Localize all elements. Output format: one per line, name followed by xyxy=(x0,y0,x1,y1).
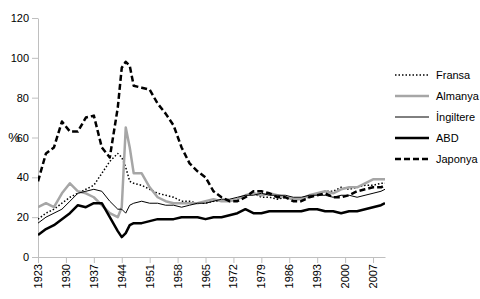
legend-item: Fransa xyxy=(395,69,471,81)
x-tick: 1944 xyxy=(116,257,128,288)
y-tick: 120 xyxy=(11,12,38,24)
y-tick-mark xyxy=(32,257,38,258)
x-tick: 1993 xyxy=(311,257,323,288)
x-tick: 1965 xyxy=(200,257,212,288)
y-tick-label: 120 xyxy=(11,12,29,24)
x-tick-mark xyxy=(261,257,262,263)
x-tick-label: 2007 xyxy=(367,264,379,288)
x-tick-label: 1944 xyxy=(116,264,128,288)
x-tick: 1958 xyxy=(172,257,184,288)
y-tick: 100 xyxy=(11,52,38,64)
y-tick-label: 100 xyxy=(11,52,29,64)
x-tick-label: 1958 xyxy=(172,264,184,288)
plot-area: 0204060801001201923193019371944195119581… xyxy=(11,12,386,288)
x-tick-label: 1951 xyxy=(144,264,156,288)
y-tick: 80 xyxy=(17,92,38,104)
legend-swatch xyxy=(395,117,429,118)
x-tick: 1951 xyxy=(144,257,156,288)
y-tick-label: 40 xyxy=(17,171,29,183)
x-tick-label: 1923 xyxy=(32,264,44,288)
x-tick-label: 2000 xyxy=(339,264,351,288)
y-tick-mark xyxy=(32,177,38,178)
y-axis-line xyxy=(38,19,39,258)
x-tick: 1972 xyxy=(227,257,239,288)
x-tick-label: 1986 xyxy=(283,264,295,288)
x-tick: 1986 xyxy=(283,257,295,288)
x-tick-mark xyxy=(289,257,290,263)
y-tick: 40 xyxy=(17,171,38,183)
x-tick-mark xyxy=(66,257,67,263)
x-tick-mark xyxy=(373,257,374,263)
legend-swatch xyxy=(395,137,429,140)
x-tick-label: 1965 xyxy=(200,264,212,288)
legend: Fransa Almanya İngiltere ABD Japonya xyxy=(395,69,480,165)
y-tick-mark xyxy=(32,138,38,139)
x-tick-label: 1937 xyxy=(88,264,100,288)
x-tick-mark xyxy=(317,257,318,263)
legend-label: Japonya xyxy=(436,153,478,165)
legend-label: Almanya xyxy=(436,90,480,102)
x-axis-line xyxy=(39,257,386,258)
y-tick-mark xyxy=(32,217,38,218)
x-tick: 1937 xyxy=(88,257,100,288)
x-tick-label: 1972 xyxy=(227,264,239,288)
x-tick-label: 1993 xyxy=(311,264,323,288)
x-tick-mark xyxy=(38,257,39,263)
x-tick: 2007 xyxy=(367,257,379,288)
y-tick: 0 xyxy=(23,251,38,263)
x-tick-mark xyxy=(94,257,95,263)
y-tick-mark xyxy=(32,98,38,99)
legend-item: Japonya xyxy=(395,153,478,165)
legend-item: Almanya xyxy=(395,90,480,102)
y-axis-title: % xyxy=(8,130,20,145)
x-tick-mark xyxy=(345,257,346,263)
legend-label: ABD xyxy=(436,132,459,144)
x-axis: 1923 1930 1937 1944 1951 1958 1965 1972 1979 1986… xyxy=(32,257,385,288)
series-line xyxy=(38,153,385,219)
x-tick-mark xyxy=(233,257,234,263)
legend-label: Fransa xyxy=(436,69,471,81)
x-tick: 1930 xyxy=(60,257,72,288)
legend-item: ABD xyxy=(395,132,459,144)
y-tick: 60 xyxy=(17,132,38,144)
lines xyxy=(38,62,385,237)
x-tick: 1979 xyxy=(255,257,267,288)
x-tick-label: 1930 xyxy=(60,264,72,288)
x-tick: 2000 xyxy=(339,257,351,288)
x-tick-mark xyxy=(206,257,207,263)
legend-label: İngiltere xyxy=(436,111,475,123)
x-tick-mark xyxy=(122,257,123,263)
y-tick-label: 20 xyxy=(17,211,29,223)
y-tick-mark xyxy=(32,58,38,59)
x-tick-label: 1979 xyxy=(255,264,267,288)
y-tick-label: 0 xyxy=(23,251,29,263)
legend-swatch xyxy=(395,158,429,161)
y-tick: 20 xyxy=(17,211,38,223)
legend-item: İngiltere xyxy=(395,111,475,123)
x-tick-mark xyxy=(150,257,151,263)
x-tick-mark xyxy=(178,257,179,263)
legend-swatch xyxy=(395,74,429,76)
y-tick-label: 80 xyxy=(17,92,29,104)
chart: 0204060801001201923193019371944195119581… xyxy=(0,0,480,299)
y-tick-mark xyxy=(32,18,38,19)
legend-swatch xyxy=(395,95,429,98)
series-line xyxy=(38,203,385,237)
x-tick: 1923 xyxy=(32,257,44,288)
series-line xyxy=(38,62,385,201)
